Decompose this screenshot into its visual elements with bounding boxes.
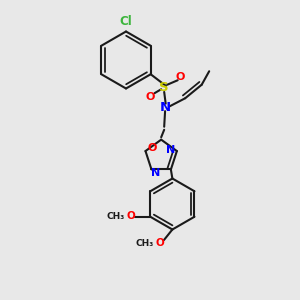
Text: N: N — [160, 101, 171, 114]
Text: N: N — [152, 168, 160, 178]
Text: O: O — [176, 72, 185, 82]
Text: O: O — [155, 238, 164, 248]
Text: S: S — [159, 81, 169, 94]
Text: O: O — [147, 143, 157, 153]
Text: CH₃: CH₃ — [106, 212, 125, 220]
Text: N: N — [166, 145, 175, 154]
Text: CH₃: CH₃ — [136, 239, 154, 248]
Text: Cl: Cl — [120, 15, 132, 28]
Text: O: O — [146, 92, 155, 102]
Text: O: O — [126, 211, 135, 221]
